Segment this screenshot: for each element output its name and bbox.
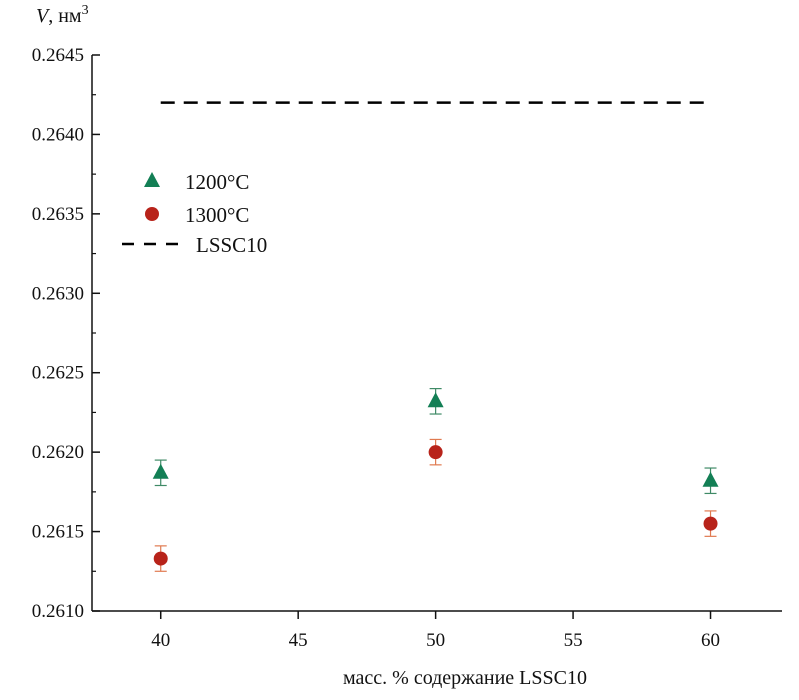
marks <box>152 101 719 572</box>
legend: 1200°C 1300°C LSSC10 <box>122 170 267 257</box>
legend-marker-triangle <box>144 172 160 187</box>
x-tick-label: 60 <box>701 630 720 651</box>
y-tick-label: 0.2640 <box>32 124 84 145</box>
data-point-circle <box>428 445 443 460</box>
y-tick-label: 0.2620 <box>32 442 84 463</box>
data-point-triangle <box>427 392 444 408</box>
legend-label: LSSC10 <box>196 233 267 257</box>
x-axis-label: масс. % содержание LSSC10 <box>343 667 587 689</box>
y-axis-label: V, нм3 <box>36 3 89 27</box>
x-tick-label: 40 <box>151 630 170 651</box>
data-point-triangle <box>152 463 169 479</box>
legend-label: 1300°C <box>185 203 249 227</box>
x-tick-label: 55 <box>564 630 583 651</box>
data-point-circle <box>153 551 168 566</box>
y-tick-label: 0.2645 <box>32 45 84 66</box>
y-tick-label: 0.2615 <box>32 522 84 543</box>
y-tick-label: 0.2635 <box>32 204 84 225</box>
data-point-circle <box>703 516 718 531</box>
legend-marker-circle <box>145 207 159 221</box>
y-tick-label: 0.2625 <box>32 363 84 384</box>
x-tick-label: 45 <box>289 630 308 651</box>
y-tick-label: 0.2610 <box>32 601 84 622</box>
legend-label: 1200°C <box>185 170 249 194</box>
axes: 0.2610 0.2615 0.2620 0.2625 0.2630 0.2635 0.26… <box>32 45 782 651</box>
data-point-triangle <box>702 471 719 487</box>
x-tick-label: 50 <box>426 630 445 651</box>
y-tick-label: 0.2630 <box>32 283 84 304</box>
